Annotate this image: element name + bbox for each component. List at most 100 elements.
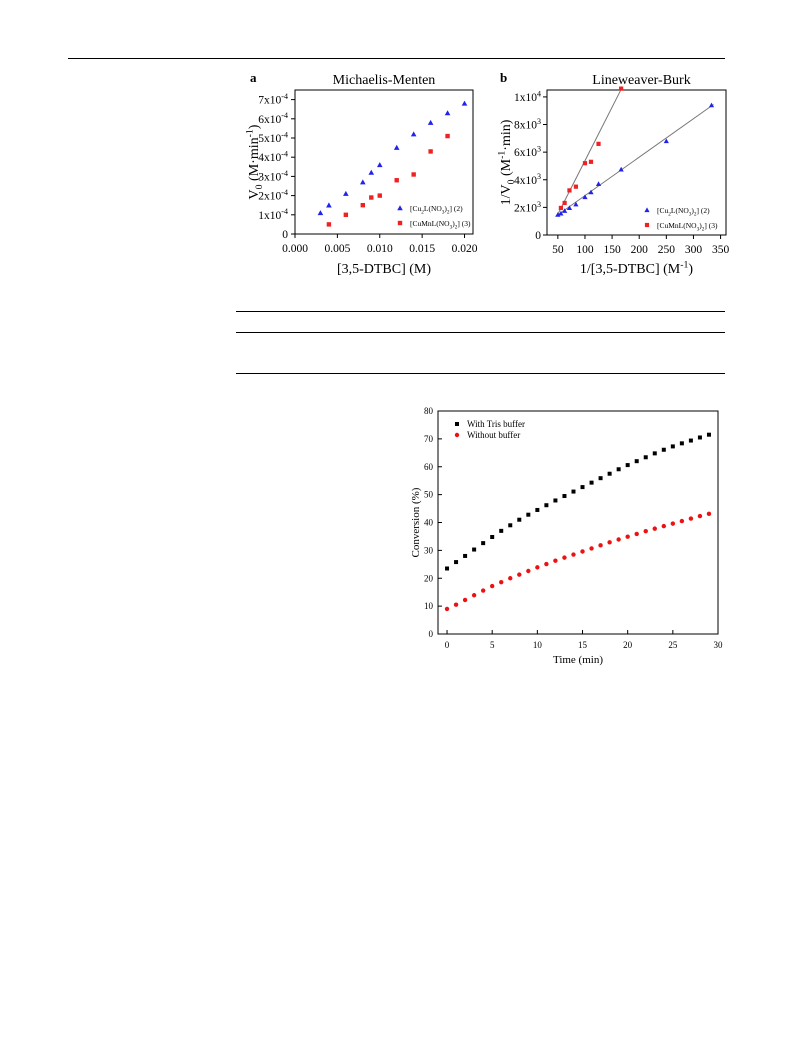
legend-label-part: [CuMnL(NO	[657, 221, 697, 230]
data-point	[706, 432, 711, 437]
data-point	[553, 558, 558, 563]
plot-frame	[437, 410, 719, 635]
legend-label-part: [Cu	[410, 204, 422, 213]
legend-label: [Cu2L(NO3)2] (2)	[410, 204, 463, 215]
data-point	[697, 513, 703, 519]
data-point	[326, 222, 332, 227]
data-point	[558, 205, 563, 211]
data-point	[567, 188, 572, 193]
table-bottom-rule	[236, 373, 725, 374]
x-tick-label: 0.010	[367, 243, 393, 255]
legend-label-part: [CuMnL(NO	[410, 219, 450, 228]
data-point	[480, 588, 486, 593]
y-axis-label-part: 0	[254, 184, 265, 189]
data-point	[428, 149, 433, 154]
y-tick-label-part: -4	[281, 92, 288, 101]
y-tick-label: 1x104	[514, 89, 541, 104]
y-tick-label-part: -4	[281, 207, 288, 216]
legend-marker	[455, 422, 459, 426]
x-tick-label: 25	[668, 640, 678, 650]
data-point	[317, 210, 324, 216]
data-point	[461, 100, 468, 106]
michaelis-menten-chart: a Michaelis-Menten 0.000 0.005 0.010 0.015 0.0…	[244, 70, 478, 277]
y-tick-label-part: 3x10	[258, 171, 281, 183]
legend-label-part: ] (2)	[450, 204, 464, 213]
data-point	[544, 503, 549, 508]
data-point	[444, 606, 450, 612]
data-point	[526, 568, 531, 574]
y-axis-label-part: -1	[496, 151, 507, 159]
chart-title: Lineweaver-Burk	[592, 73, 690, 88]
y-tick-label-part: 5x10	[258, 133, 281, 145]
data-point	[427, 119, 434, 125]
data-point	[445, 566, 450, 571]
data-point	[444, 110, 451, 116]
x-tick-label: 0.000	[282, 243, 308, 255]
x-tick-label: 0.015	[409, 243, 435, 255]
data-point	[688, 516, 694, 521]
data-point	[595, 181, 602, 186]
y-axis-label-part: ·min)	[499, 119, 514, 150]
legend-label-part: 3	[450, 224, 453, 230]
data-point	[596, 141, 601, 146]
data-point	[535, 565, 540, 570]
x-tick-label: 0.020	[452, 243, 478, 255]
data-point	[580, 485, 585, 490]
data-point	[562, 555, 567, 560]
y-tick-label: 10	[424, 601, 434, 611]
x-tick-label: 15	[578, 640, 588, 650]
legend-label-part: ] (2)	[697, 206, 711, 215]
legend-label: With Tris buffer	[467, 419, 525, 429]
data-point	[679, 518, 685, 524]
y-tick-label: 0	[429, 629, 434, 639]
y-tick-label: 5x10-4	[258, 130, 288, 145]
legend-label: [CuMnL(NO3)2] (3)	[657, 221, 718, 232]
data-point	[625, 463, 630, 468]
data-point	[580, 549, 585, 554]
legend-label-part: 2	[455, 224, 458, 230]
y-tick-label: 30	[424, 545, 434, 555]
legend-label: [CuMnL(NO3)2] (3)	[410, 219, 471, 230]
x-tick-label: 0.005	[324, 243, 350, 255]
data-point	[544, 561, 549, 567]
plot-frame	[546, 89, 727, 236]
legend-label-part: ] (3)	[704, 221, 718, 230]
x-tick-label: 200	[631, 244, 649, 256]
y-tick-label-part: 4	[537, 89, 541, 98]
x-axis-label-part: [3,5-DTBC] (M)	[337, 262, 431, 277]
fit-line	[555, 104, 714, 217]
x-axis-label-part: -1	[680, 259, 688, 270]
data-point	[553, 498, 558, 503]
y-tick-label-part: 4x10	[258, 152, 281, 164]
y-axis-label-part: -1	[244, 129, 255, 137]
legend-label-part: L(NO	[671, 206, 689, 215]
y-tick-label-part: 3	[537, 117, 541, 126]
x-tick-label: 250	[658, 244, 676, 256]
y-axis-label-part: )	[247, 124, 262, 129]
data-point	[454, 560, 459, 565]
x-tick-label: 300	[685, 244, 703, 256]
data-point	[343, 190, 349, 196]
y-axis-label: V0 (M·min-1)	[244, 124, 265, 199]
data-point	[652, 526, 657, 531]
data-point	[661, 523, 667, 529]
legend-label-part: )	[444, 204, 447, 213]
data-point	[535, 507, 540, 512]
y-tick-label-part: 0	[535, 230, 541, 242]
data-point	[708, 102, 715, 108]
y-axis-label-part: 0	[506, 179, 517, 184]
panel-label-b: b	[500, 70, 507, 85]
lineweaver-burk-chart: b Lineweaver-Burk 50 100 150 200 250 300 350 0 2x1…	[496, 70, 729, 277]
data-point	[462, 597, 468, 603]
data-point	[410, 131, 417, 137]
x-axis-label: 1/[3,5-DTBC] (M-1)	[580, 259, 694, 277]
legend-label: Without buffer	[467, 430, 520, 440]
legend-label-part: 2	[702, 226, 705, 232]
legend-label-part: 2	[694, 211, 697, 217]
y-tick-label-part: 4x10	[514, 175, 537, 187]
data-point	[499, 579, 504, 585]
data-point	[589, 480, 594, 485]
data-point	[571, 489, 576, 494]
data-point	[499, 528, 504, 533]
x-tick-label: 5	[490, 640, 495, 650]
